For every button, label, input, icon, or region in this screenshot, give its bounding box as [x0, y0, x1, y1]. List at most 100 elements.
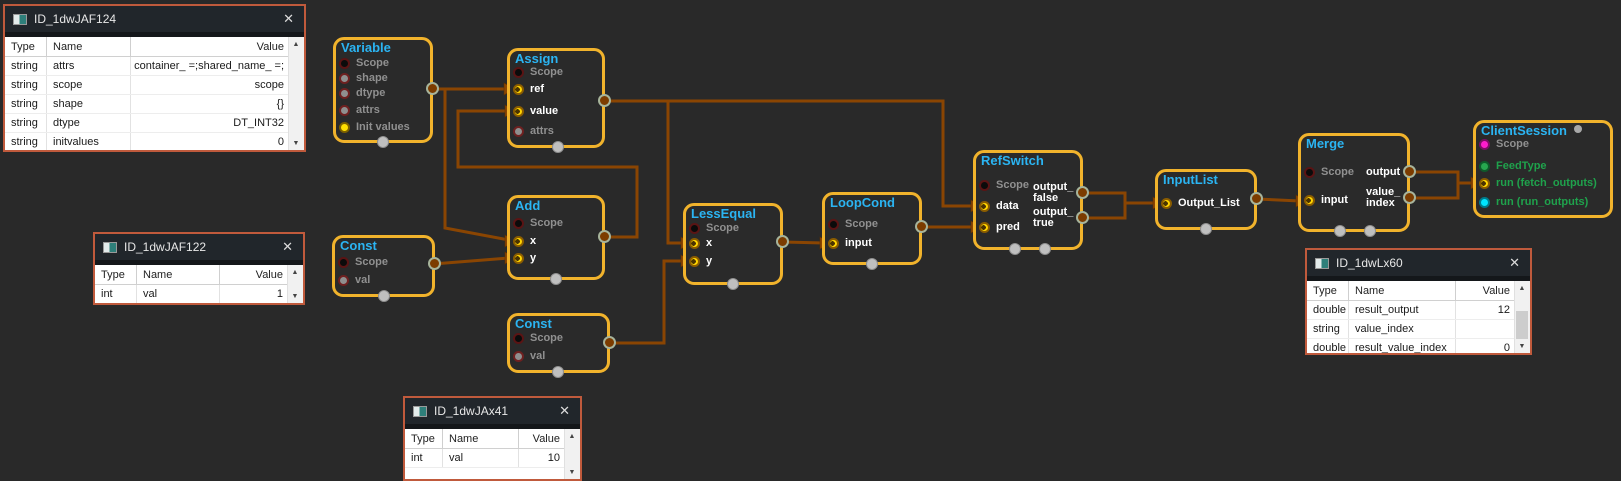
table-row[interactable]: int val 10: [405, 449, 565, 468]
port-refswitch-scope[interactable]: [979, 180, 990, 191]
port-inputlist-output-list[interactable]: [1161, 198, 1172, 209]
node-clientsession[interactable]: [1473, 120, 1613, 218]
port-inputlist-out-0[interactable]: [1250, 192, 1263, 205]
scrollbar[interactable]: ▲ ▼: [288, 37, 304, 150]
node-bottom-handle[interactable]: [866, 258, 878, 270]
close-icon[interactable]: ✕: [1509, 255, 1520, 270]
scrollbar[interactable]: ▲ ▼: [564, 429, 580, 479]
wire[interactable]: [443, 89, 510, 242]
node-bottom-handle[interactable]: [1364, 225, 1376, 237]
close-icon[interactable]: ✕: [559, 403, 570, 418]
panel-titlebar[interactable]: ID_1dwJAF124 ✕: [5, 6, 304, 32]
port-clientsession-scope[interactable]: [1479, 139, 1490, 150]
panel-titlebar[interactable]: ID_1dwJAx41 ✕: [405, 398, 580, 424]
node-bottom-handle[interactable]: [1334, 225, 1346, 237]
panel-titlebar[interactable]: ID_1dwJAF122 ✕: [95, 234, 303, 260]
port-assign-out-0[interactable]: [598, 94, 611, 107]
scrollbar[interactable]: ▲ ▼: [1514, 281, 1530, 353]
scroll-down-icon[interactable]: ▼: [568, 468, 576, 476]
port-assign-scope[interactable]: [513, 67, 524, 78]
node-merge[interactable]: [1298, 133, 1410, 232]
wire[interactable]: [782, 240, 825, 245]
wire[interactable]: [1410, 170, 1460, 200]
port-merge-out-0[interactable]: [1403, 165, 1416, 178]
port-variable-out-0[interactable]: [426, 82, 439, 95]
port-const-2-val[interactable]: [513, 351, 524, 362]
wire[interactable]: [605, 99, 975, 208]
port-clientsession-feedtype[interactable]: [1479, 161, 1490, 172]
port-clientsession-run-run-outputs-[interactable]: [1479, 197, 1490, 208]
wire[interactable]: [666, 101, 685, 245]
wire[interactable]: [432, 256, 510, 266]
port-lessequal-out-0[interactable]: [776, 235, 789, 248]
node-bottom-handle[interactable]: [727, 278, 739, 290]
port-loopcond-scope[interactable]: [828, 219, 839, 230]
wire[interactable]: [456, 109, 639, 239]
node-inputlist[interactable]: [1155, 169, 1257, 230]
table-row[interactable]: string initvalues 0: [5, 133, 289, 150]
scroll-up-icon[interactable]: ▲: [292, 40, 300, 48]
close-icon[interactable]: ✕: [283, 11, 294, 26]
port-merge-out-1[interactable]: [1403, 191, 1416, 204]
node-bottom-handle[interactable]: [552, 141, 564, 153]
scroll-up-icon[interactable]: ▲: [291, 268, 299, 276]
port-merge-scope[interactable]: [1304, 167, 1315, 178]
table-row[interactable]: double result_output 12: [1307, 301, 1515, 320]
node-bottom-handle[interactable]: [1039, 243, 1051, 255]
node-collapse-dot[interactable]: [1574, 125, 1582, 133]
port-variable-attrs[interactable]: [339, 105, 350, 116]
wire[interactable]: [1256, 197, 1301, 203]
table-row[interactable]: string dtype DT_INT32: [5, 114, 289, 133]
node-bottom-handle[interactable]: [377, 136, 389, 148]
scrollbar[interactable]: ▲ ▼: [287, 265, 303, 303]
scroll-down-icon[interactable]: ▼: [292, 139, 300, 147]
node-bottom-handle[interactable]: [378, 290, 390, 302]
port-lessequal-scope[interactable]: [689, 223, 700, 234]
scroll-up-icon[interactable]: ▲: [1518, 284, 1526, 292]
wire[interactable]: [1083, 191, 1127, 220]
close-icon[interactable]: ✕: [282, 239, 293, 254]
port-add-x[interactable]: [513, 236, 524, 247]
port-refswitch-data[interactable]: [979, 201, 990, 212]
port-merge-input[interactable]: [1304, 195, 1315, 206]
port-const-2-scope[interactable]: [513, 333, 524, 344]
port-refswitch-out-1[interactable]: [1076, 211, 1089, 224]
port-const-2-out-0[interactable]: [603, 336, 616, 349]
table-row[interactable]: string shape {}: [5, 95, 289, 114]
port-const-1-val[interactable]: [338, 275, 349, 286]
table-row[interactable]: string value_index: [1307, 320, 1515, 339]
port-lessequal-x[interactable]: [689, 238, 700, 249]
port-assign-ref[interactable]: [513, 84, 524, 95]
node-bottom-handle[interactable]: [1200, 223, 1212, 235]
port-add-y[interactable]: [513, 253, 524, 264]
port-refswitch-pred[interactable]: [979, 222, 990, 233]
port-const-1-scope[interactable]: [338, 257, 349, 268]
table-row[interactable]: string attrs container_ =;shared_name_ =;: [5, 57, 289, 76]
node-bottom-handle[interactable]: [1009, 243, 1021, 255]
port-refswitch-out-0[interactable]: [1076, 186, 1089, 199]
port-add-out-0[interactable]: [598, 230, 611, 243]
port-variable-scope[interactable]: [339, 58, 350, 69]
table-row[interactable]: double result_value_index 0: [1307, 339, 1515, 353]
port-clientsession-run-fetch-outputs-[interactable]: [1479, 178, 1490, 189]
port-lessequal-y[interactable]: [689, 256, 700, 267]
port-add-scope[interactable]: [513, 218, 524, 229]
panel-titlebar[interactable]: ID_1dwLx60 ✕: [1307, 250, 1530, 276]
node-refswitch[interactable]: [973, 150, 1083, 250]
scrollbar-thumb[interactable]: [1516, 311, 1528, 339]
wire[interactable]: [610, 259, 685, 345]
node-bottom-handle[interactable]: [550, 273, 562, 285]
port-const-1-out-0[interactable]: [428, 257, 441, 270]
port-assign-attrs[interactable]: [513, 126, 524, 137]
table-row[interactable]: string scope scope: [5, 76, 289, 95]
port-loopcond-out-0[interactable]: [915, 220, 928, 233]
port-assign-value[interactable]: [513, 106, 524, 117]
port-variable-shape[interactable]: [339, 73, 350, 84]
table-row[interactable]: int val 1: [95, 285, 288, 303]
port-variable-dtype[interactable]: [339, 88, 350, 99]
scroll-down-icon[interactable]: ▼: [291, 292, 299, 300]
scroll-up-icon[interactable]: ▲: [568, 432, 576, 440]
port-variable-init-values[interactable]: [339, 122, 350, 133]
port-loopcond-input[interactable]: [828, 238, 839, 249]
